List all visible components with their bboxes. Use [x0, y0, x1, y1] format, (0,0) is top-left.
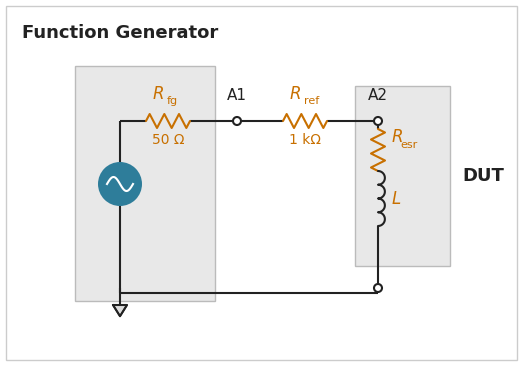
Polygon shape: [113, 305, 127, 316]
Text: 1 kΩ: 1 kΩ: [289, 133, 321, 147]
Text: R: R: [153, 85, 164, 103]
Text: L: L: [392, 190, 401, 208]
Circle shape: [374, 117, 382, 125]
Text: R: R: [290, 85, 301, 103]
Text: DUT: DUT: [462, 167, 504, 185]
Circle shape: [233, 117, 241, 125]
Text: esr: esr: [400, 140, 417, 150]
Circle shape: [374, 284, 382, 292]
Text: A1: A1: [227, 88, 247, 103]
Text: A2: A2: [368, 88, 388, 103]
FancyBboxPatch shape: [355, 86, 450, 266]
Text: Function Generator: Function Generator: [22, 24, 218, 42]
Text: ref: ref: [304, 96, 319, 106]
Circle shape: [98, 162, 142, 206]
Text: R: R: [392, 128, 404, 146]
Text: 50 Ω: 50 Ω: [152, 133, 184, 147]
Text: fg: fg: [167, 96, 178, 106]
FancyBboxPatch shape: [75, 66, 215, 301]
